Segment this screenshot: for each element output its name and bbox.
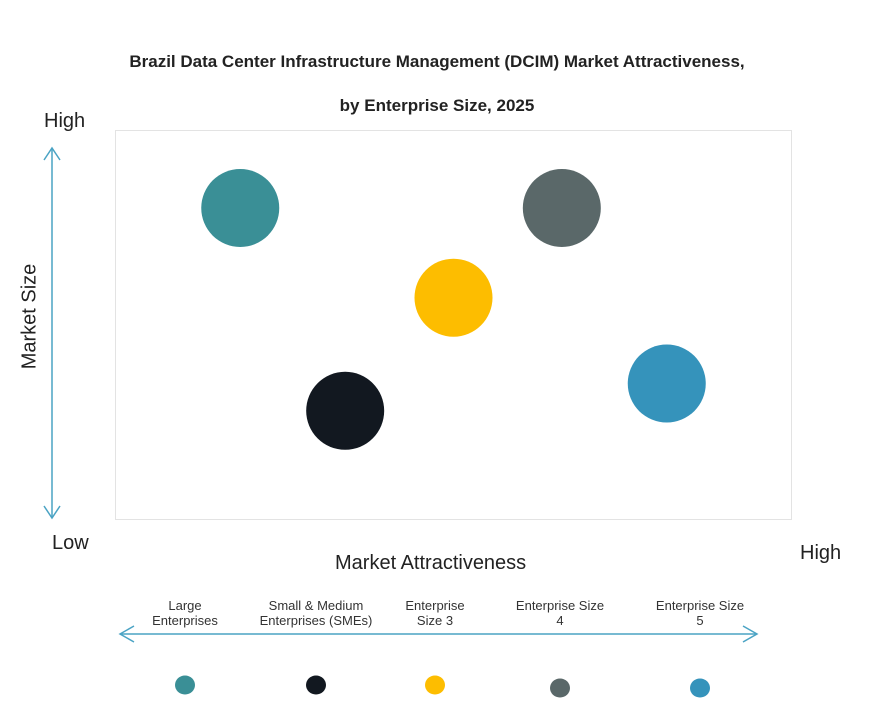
legend-label-4: Enterprise Size 4 bbox=[515, 598, 605, 628]
x-high-label: High bbox=[800, 542, 842, 564]
legend-dot-4 bbox=[550, 678, 570, 698]
y-arrow-up-icon bbox=[43, 146, 61, 161]
bubble-1 bbox=[201, 169, 280, 247]
arrow-right-icon bbox=[742, 625, 759, 643]
y-arrow-down-icon bbox=[43, 505, 61, 520]
plot-area bbox=[115, 130, 792, 520]
legend-label-1: Large Enterprises bbox=[152, 598, 218, 628]
arrow-left-icon bbox=[118, 625, 135, 643]
y-high-label: High bbox=[44, 110, 86, 132]
legend-dot-1 bbox=[175, 675, 195, 695]
legend-label-5: Enterprise Size 5 bbox=[655, 598, 745, 628]
bubble-4 bbox=[522, 169, 601, 247]
legend-label-3: Enterprise Size 3 bbox=[405, 598, 465, 628]
legend-dot-5 bbox=[690, 678, 710, 698]
x-axis-label: Market Attractiveness bbox=[335, 552, 527, 574]
legend-label-2: Small & Medium Enterprises (SMEs) bbox=[259, 598, 373, 628]
bubble-5 bbox=[627, 344, 706, 423]
legend-dot-2 bbox=[306, 675, 326, 695]
chart-title: Brazil Data Center Infrastructure Manage… bbox=[129, 52, 745, 115]
legend-dot-3 bbox=[425, 675, 445, 695]
y-low-label: Low bbox=[52, 532, 89, 554]
bubble-2 bbox=[306, 371, 385, 450]
bubble-3 bbox=[414, 258, 493, 337]
